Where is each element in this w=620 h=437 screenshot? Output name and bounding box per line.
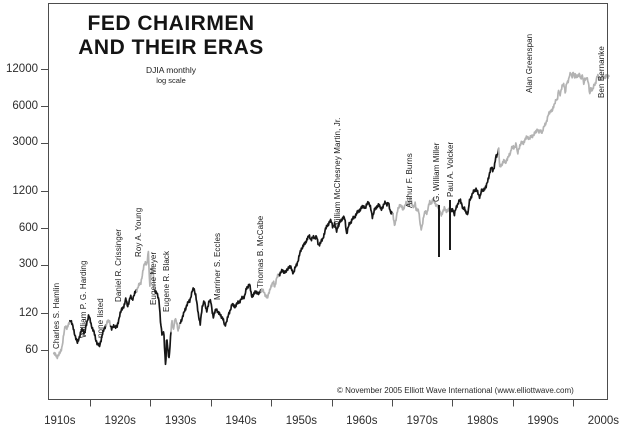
plot-border [48, 3, 608, 400]
y-axis-tick-label: 600 [18, 221, 38, 234]
y-axis-tick-label: 60 [25, 343, 38, 356]
chairman-label: Ben Bernanke [597, 46, 606, 98]
x-axis-decade-label: 1950s [285, 415, 318, 427]
chairman-label: Arthur F. Burns [405, 153, 414, 208]
chairman-label: Alan Greenspan [525, 33, 534, 93]
y-axis-tick-label: 12000 [6, 62, 38, 75]
chairman-label: William P. G. Harding [79, 260, 88, 338]
x-axis-decade-label: 2000s [587, 415, 620, 427]
chairman-label: Roy A. Young [134, 207, 143, 257]
chairman-label: G. William Miller [432, 142, 441, 202]
x-axis-decade-label: 1930s [164, 415, 197, 427]
x-axis-decade-label: 1920s [104, 415, 136, 427]
chart-title-block: FED CHAIRMEN AND THEIR ERAS DJIA monthly… [40, 12, 302, 85]
y-axis-tick-label: 3000 [12, 136, 38, 149]
chairman-label: Eugene Meyer [149, 251, 158, 305]
x-axis-decade-label: 1980s [466, 415, 499, 427]
chairman-label: Eugene R. Black [162, 250, 171, 312]
y-axis-tick-label: 120 [18, 306, 38, 319]
leader-line [438, 205, 440, 257]
chart-title-line1: FED CHAIRMEN [87, 12, 255, 35]
x-axis-decade-label: 1940s [225, 415, 257, 427]
chairman-label: William McChesney Martin, Jr. [333, 117, 342, 228]
chart-subtitle-scale: log scale [156, 76, 186, 85]
y-axis-tick-label: 6000 [12, 99, 38, 112]
chart-title-line2: AND THEIR ERAS [78, 36, 264, 59]
chart-subtitle-frequency: DJIA monthly [145, 65, 197, 75]
chairman-label: Paul A. Volcker [446, 141, 455, 197]
chairman-label: none listed [96, 298, 105, 338]
chairman-label: Daniel R. Crissinger [114, 228, 123, 302]
chairman-label: Thomas B. McCabe [256, 215, 265, 288]
y-axis-tick-label: 1200 [12, 184, 38, 197]
x-axis-decade-label: 1910s [44, 415, 76, 427]
x-axis-decade-label: 1970s [406, 415, 438, 427]
copyright-note: © November 2005 Elliott Wave Internation… [337, 386, 574, 395]
x-axis-decade-label: 1990s [527, 415, 559, 427]
y-axis-tick-label: 300 [18, 258, 38, 271]
chairman-label: Marriner S. Eccles [213, 232, 222, 300]
leader-line [449, 200, 451, 250]
chairman-label: Charles S. Hamlin [52, 282, 61, 349]
x-axis-decade-label: 1960s [346, 415, 378, 427]
